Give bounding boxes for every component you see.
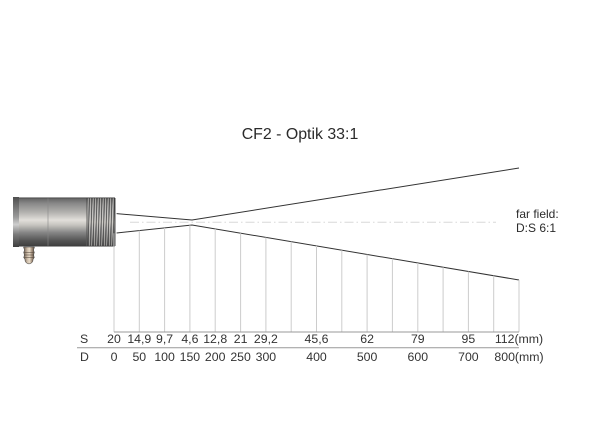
svg-text:D: D (80, 350, 89, 364)
svg-text:200: 200 (205, 350, 226, 364)
svg-text:0: 0 (111, 350, 118, 364)
svg-text:95: 95 (462, 332, 476, 346)
svg-text:S: S (80, 332, 88, 346)
svg-text:500: 500 (357, 350, 378, 364)
svg-text:600: 600 (408, 350, 429, 364)
svg-text:150: 150 (180, 350, 201, 364)
svg-text:79: 79 (411, 332, 425, 346)
svg-text:21: 21 (234, 332, 248, 346)
svg-text:400: 400 (306, 350, 327, 364)
svg-text:9,7: 9,7 (156, 332, 173, 346)
svg-text:62: 62 (360, 332, 374, 346)
svg-text:4,6: 4,6 (181, 332, 198, 346)
svg-text:800(mm): 800(mm) (494, 350, 543, 364)
svg-text:112(mm): 112(mm) (495, 332, 543, 346)
svg-text:29,2: 29,2 (254, 332, 278, 346)
svg-text:300: 300 (256, 350, 277, 364)
svg-text:20: 20 (107, 332, 121, 346)
svg-text:12,8: 12,8 (203, 332, 227, 346)
svg-text:50: 50 (132, 350, 146, 364)
svg-text:100: 100 (154, 350, 175, 364)
svg-text:250: 250 (230, 350, 251, 364)
svg-text:14,9: 14,9 (127, 332, 151, 346)
svg-text:45,6: 45,6 (305, 332, 329, 346)
svg-text:700: 700 (458, 350, 479, 364)
